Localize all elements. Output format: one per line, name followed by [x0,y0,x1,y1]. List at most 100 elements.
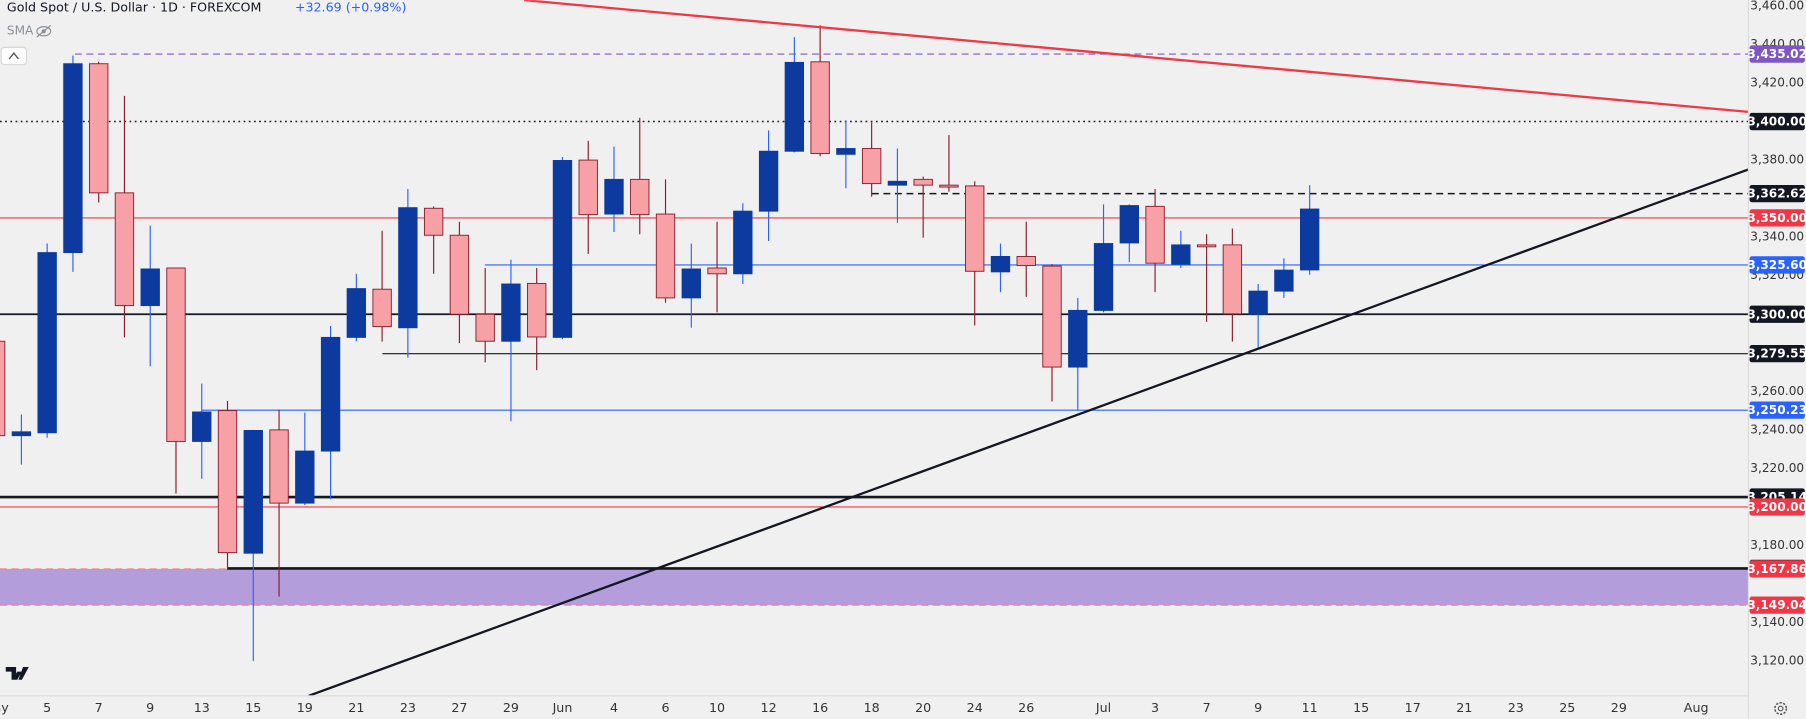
y-tick-label: 3,120.00 [1750,654,1804,668]
price-change: +32.69 (+0.98%) [295,0,407,15]
level-label-box [1749,45,1805,63]
x-tick-label: 12 [761,700,777,715]
x-tick-label: 3 [1151,700,1159,715]
level-label-box [1749,596,1805,614]
level-label-box [1749,209,1805,227]
x-tick-label: 4 [610,700,618,715]
level-label-box [1749,401,1805,419]
candle-body [1171,244,1191,265]
candle-body [810,61,830,154]
candle-body [965,185,985,272]
x-tick-label: 23 [1508,700,1524,715]
candle-body [423,207,444,236]
candle-body [630,178,650,216]
level-label: 3,149.04 [1747,598,1806,612]
trendlines [308,0,1749,696]
x-tick-label: May [0,700,9,715]
collapse-button[interactable] [0,46,28,66]
x-tick-label: 21 [1456,700,1472,715]
settings-button[interactable] [1774,701,1788,715]
level-label: 3,250.23 [1747,403,1806,417]
candle-body [114,192,135,307]
candle-body [1016,255,1036,266]
x-tick-label: 5 [43,700,51,715]
candle-body [372,288,392,328]
candle-body [1068,309,1088,368]
x-tick-label: Jul [1095,700,1111,715]
x-tick-label: 19 [297,700,313,715]
candle-body [861,148,882,185]
candle-body [398,207,418,329]
candle-body [140,268,160,307]
level-label-box [1749,112,1805,131]
level-label-box [1749,256,1805,274]
candle-body [0,340,6,437]
x-tick-label: 16 [812,700,828,715]
candle-body [578,159,598,216]
candle-body [784,61,805,152]
level-label: 3,350.00 [1747,211,1806,225]
x-tick-label: 7 [95,700,103,715]
candle-body [243,430,263,554]
x-tick-label: 20 [915,700,931,715]
level-label-box [1749,184,1805,203]
candle-body [990,255,1011,273]
level-label: 3,325.60 [1747,258,1806,272]
candle-body [733,210,753,275]
candle-body [758,150,779,212]
candle-body [939,184,959,188]
candle-body [836,148,856,155]
x-tick-label: 6 [661,700,669,715]
x-tick-label: 9 [1254,700,1262,715]
candle-body [449,234,470,315]
x-tick-label: Aug [1684,700,1709,715]
x-tick-label: Jun [552,700,573,715]
x-tick-label: 15 [245,700,261,715]
level-label: 3,435.02 [1747,47,1806,61]
candle-body [913,178,933,186]
candle-body [192,411,212,442]
candle-body [655,213,676,299]
candle-body [217,410,238,554]
x-tick-label: 21 [348,700,364,715]
zone [0,568,1749,606]
y-tick-label: 3,460.00 [1750,0,1804,12]
x-tick-label: 13 [194,700,210,715]
y-tick-label: 3,260.00 [1750,384,1804,398]
candle-body [552,160,573,338]
level-label: 3,400.00 [1747,115,1806,129]
candle-body [527,282,547,338]
candle-body [269,429,289,504]
candle-body [11,431,32,437]
y-tick-label: 3,180.00 [1750,538,1804,552]
x-tick-label: 24 [967,700,983,715]
x-tick-label: 27 [451,700,467,715]
y-tick-label: 3,220.00 [1750,461,1804,475]
y-tick-label: 3,240.00 [1750,422,1804,436]
level-label: 3,167.86 [1747,562,1806,576]
x-tick-label: 9 [146,700,154,715]
x-tick-label: 18 [864,700,880,715]
resistance-trendline [523,0,1749,114]
chart-title: Gold Spot / U.S. Dollar · 1D · FOREXCOM [7,0,261,15]
candle-body [166,267,186,442]
levels [0,53,1749,606]
candle-body [295,450,315,504]
support-trendline [308,168,1749,696]
indicator-name: SMA [7,24,34,38]
x-tick-label: 7 [1203,700,1211,715]
candle-body [1196,244,1217,248]
candle-body [1222,244,1243,315]
level-label: 3,362.62 [1747,187,1806,201]
candle-body [346,288,367,338]
level-label-box [1749,345,1805,363]
x-tick-label: 15 [1353,700,1369,715]
candle-body [475,313,495,342]
candle-body [604,178,624,215]
x-tick-label: 29 [1611,700,1627,715]
level-label: 3,300.00 [1747,307,1806,321]
visibility-icon[interactable] [36,25,52,38]
